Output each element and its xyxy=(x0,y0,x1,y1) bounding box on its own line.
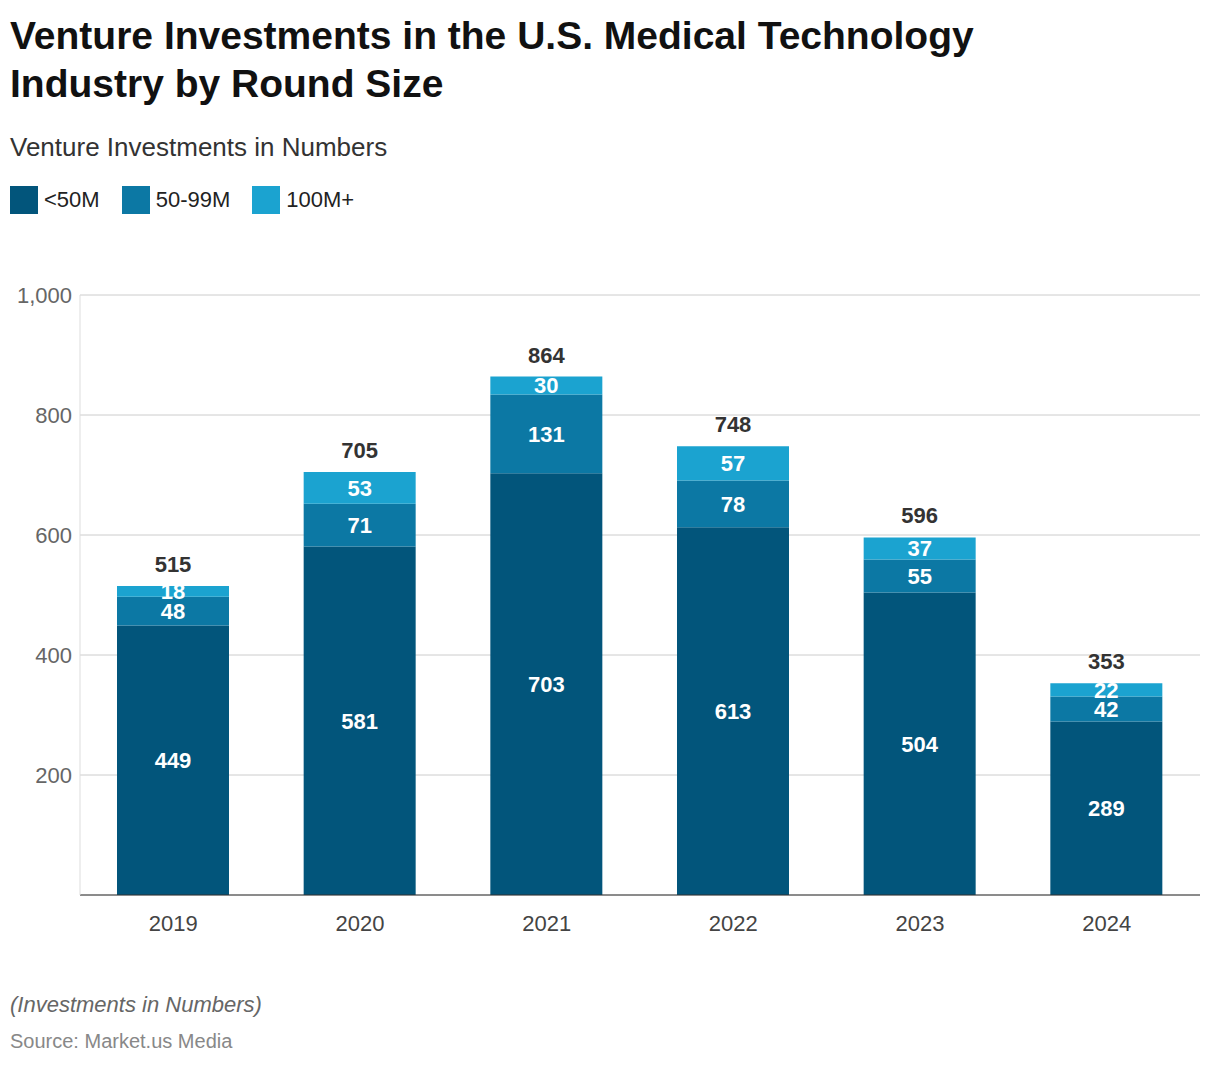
svg-text:613: 613 xyxy=(715,699,752,724)
svg-text:18: 18 xyxy=(161,579,185,604)
svg-text:1,000: 1,000 xyxy=(17,283,72,308)
html-text:<50M: <50M xyxy=(44,187,100,212)
svg-text:37: 37 xyxy=(907,536,931,561)
svg-text:596: 596 xyxy=(901,503,938,528)
svg-text:864: 864 xyxy=(528,343,565,368)
svg-text:71: 71 xyxy=(347,513,371,538)
svg-text:400: 400 xyxy=(35,643,72,668)
svg-text:748: 748 xyxy=(715,412,752,437)
svg-text:48: 48 xyxy=(160,599,186,624)
svg-text:2019: 2019 xyxy=(149,911,198,936)
svg-text:504: 504 xyxy=(901,732,938,757)
svg-text:705: 705 xyxy=(341,438,378,463)
html-text:Venture Investments in the U.S: Venture Investments in the U.S. Medical … xyxy=(10,14,974,105)
svg-text:57: 57 xyxy=(721,451,745,476)
svg-text:2020: 2020 xyxy=(336,911,385,936)
svg-text:2022: 2022 xyxy=(709,911,758,936)
svg-text:200: 200 xyxy=(35,763,72,788)
html-text:Source: Market.us Media: Source: Market.us Media xyxy=(10,1030,233,1052)
svg-text:78: 78 xyxy=(721,492,745,517)
svg-text:55: 55 xyxy=(907,564,931,589)
svg-text:2021: 2021 xyxy=(522,911,571,936)
html-text:Venture Investments in Numbers: Venture Investments in Numbers xyxy=(10,132,388,162)
svg-text:800: 800 xyxy=(35,403,72,428)
svg-text:131: 131 xyxy=(528,422,565,447)
svg-text:515: 515 xyxy=(155,552,192,577)
svg-text:2023: 2023 xyxy=(896,911,945,936)
svg-text:581: 581 xyxy=(341,709,378,734)
html-text:50-99M: 50-99M xyxy=(155,187,231,212)
svg-text:289: 289 xyxy=(1088,796,1125,821)
svg-text:22: 22 xyxy=(1094,678,1118,703)
svg-text:42: 42 xyxy=(1094,696,1119,722)
svg-text:353: 353 xyxy=(1088,649,1125,674)
svg-text:30: 30 xyxy=(534,373,558,398)
html-text:(Investments in Numbers): (Investments in Numbers) xyxy=(10,992,262,1017)
svg-text:703: 703 xyxy=(528,672,565,697)
svg-text:53: 53 xyxy=(347,476,371,501)
svg-text:449: 449 xyxy=(155,748,192,773)
svg-text:2024: 2024 xyxy=(1082,911,1131,936)
html-text:100M+: 100M+ xyxy=(286,187,355,212)
svg-text:600: 600 xyxy=(35,523,72,548)
